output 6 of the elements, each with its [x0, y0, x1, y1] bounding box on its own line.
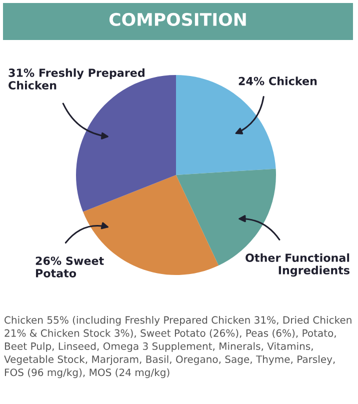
slice-label: Other Functional Ingredients	[246, 253, 350, 277]
slice-label: 26% Sweet Potato	[36, 256, 104, 278]
slice-label: 24% Chicken	[238, 76, 317, 86]
chart-title: COMPOSITION	[109, 12, 246, 26]
slice-label: 31% Freshly Prepared Chicken	[8, 68, 144, 90]
text: Chicken 55% (including Freshly Prepared Chicken 31%, Dried Chicken 21% & Chicken Stock 3%), Sweet Potato (26%), Peas (6%), Potato, Beet Pulp, Linseed, Omega 3 Supplement, Minerals, Vitamins, Vegetable Stock, Marjoram, Basil, Oregano, Sage, Thyme, Parsley, FOS (96 mg/kg), MOS (24 mg/kg)	[4, 316, 352, 378]
